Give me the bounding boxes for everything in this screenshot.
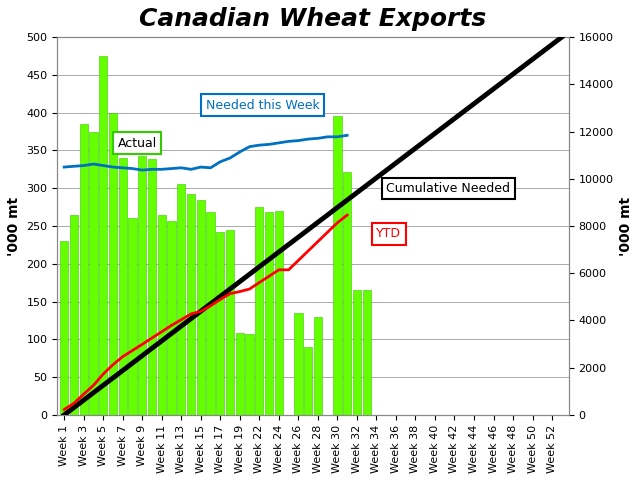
Bar bbox=[138, 156, 147, 415]
Bar bbox=[196, 200, 205, 415]
Bar bbox=[275, 211, 283, 415]
Bar bbox=[99, 56, 108, 415]
Bar bbox=[353, 290, 361, 415]
Bar bbox=[79, 124, 88, 415]
Bar bbox=[245, 334, 253, 415]
Bar bbox=[168, 221, 175, 415]
Bar bbox=[60, 241, 68, 415]
Bar bbox=[304, 347, 312, 415]
Y-axis label: '000 mt: '000 mt bbox=[619, 196, 633, 255]
Bar bbox=[216, 232, 225, 415]
Text: Needed this Week: Needed this Week bbox=[205, 99, 319, 112]
Bar bbox=[157, 215, 166, 415]
Y-axis label: '000 mt: '000 mt bbox=[7, 196, 21, 255]
Bar bbox=[109, 113, 117, 415]
Bar bbox=[177, 184, 186, 415]
Bar bbox=[265, 213, 273, 415]
Title: Canadian Wheat Exports: Canadian Wheat Exports bbox=[140, 7, 486, 31]
Bar bbox=[255, 207, 264, 415]
Bar bbox=[362, 290, 371, 415]
Bar bbox=[187, 194, 195, 415]
Bar bbox=[226, 230, 234, 415]
Bar bbox=[90, 132, 97, 415]
Bar bbox=[314, 317, 322, 415]
Text: Cumulative Needed: Cumulative Needed bbox=[386, 182, 510, 195]
Bar bbox=[333, 117, 342, 415]
Bar bbox=[148, 159, 156, 415]
Bar bbox=[206, 213, 214, 415]
Bar bbox=[236, 333, 244, 415]
Bar bbox=[294, 313, 303, 415]
Bar bbox=[343, 171, 351, 415]
Bar bbox=[129, 218, 136, 415]
Text: YTD: YTD bbox=[376, 228, 401, 240]
Text: Actual: Actual bbox=[118, 137, 157, 150]
Bar bbox=[70, 215, 78, 415]
Bar bbox=[118, 158, 127, 415]
